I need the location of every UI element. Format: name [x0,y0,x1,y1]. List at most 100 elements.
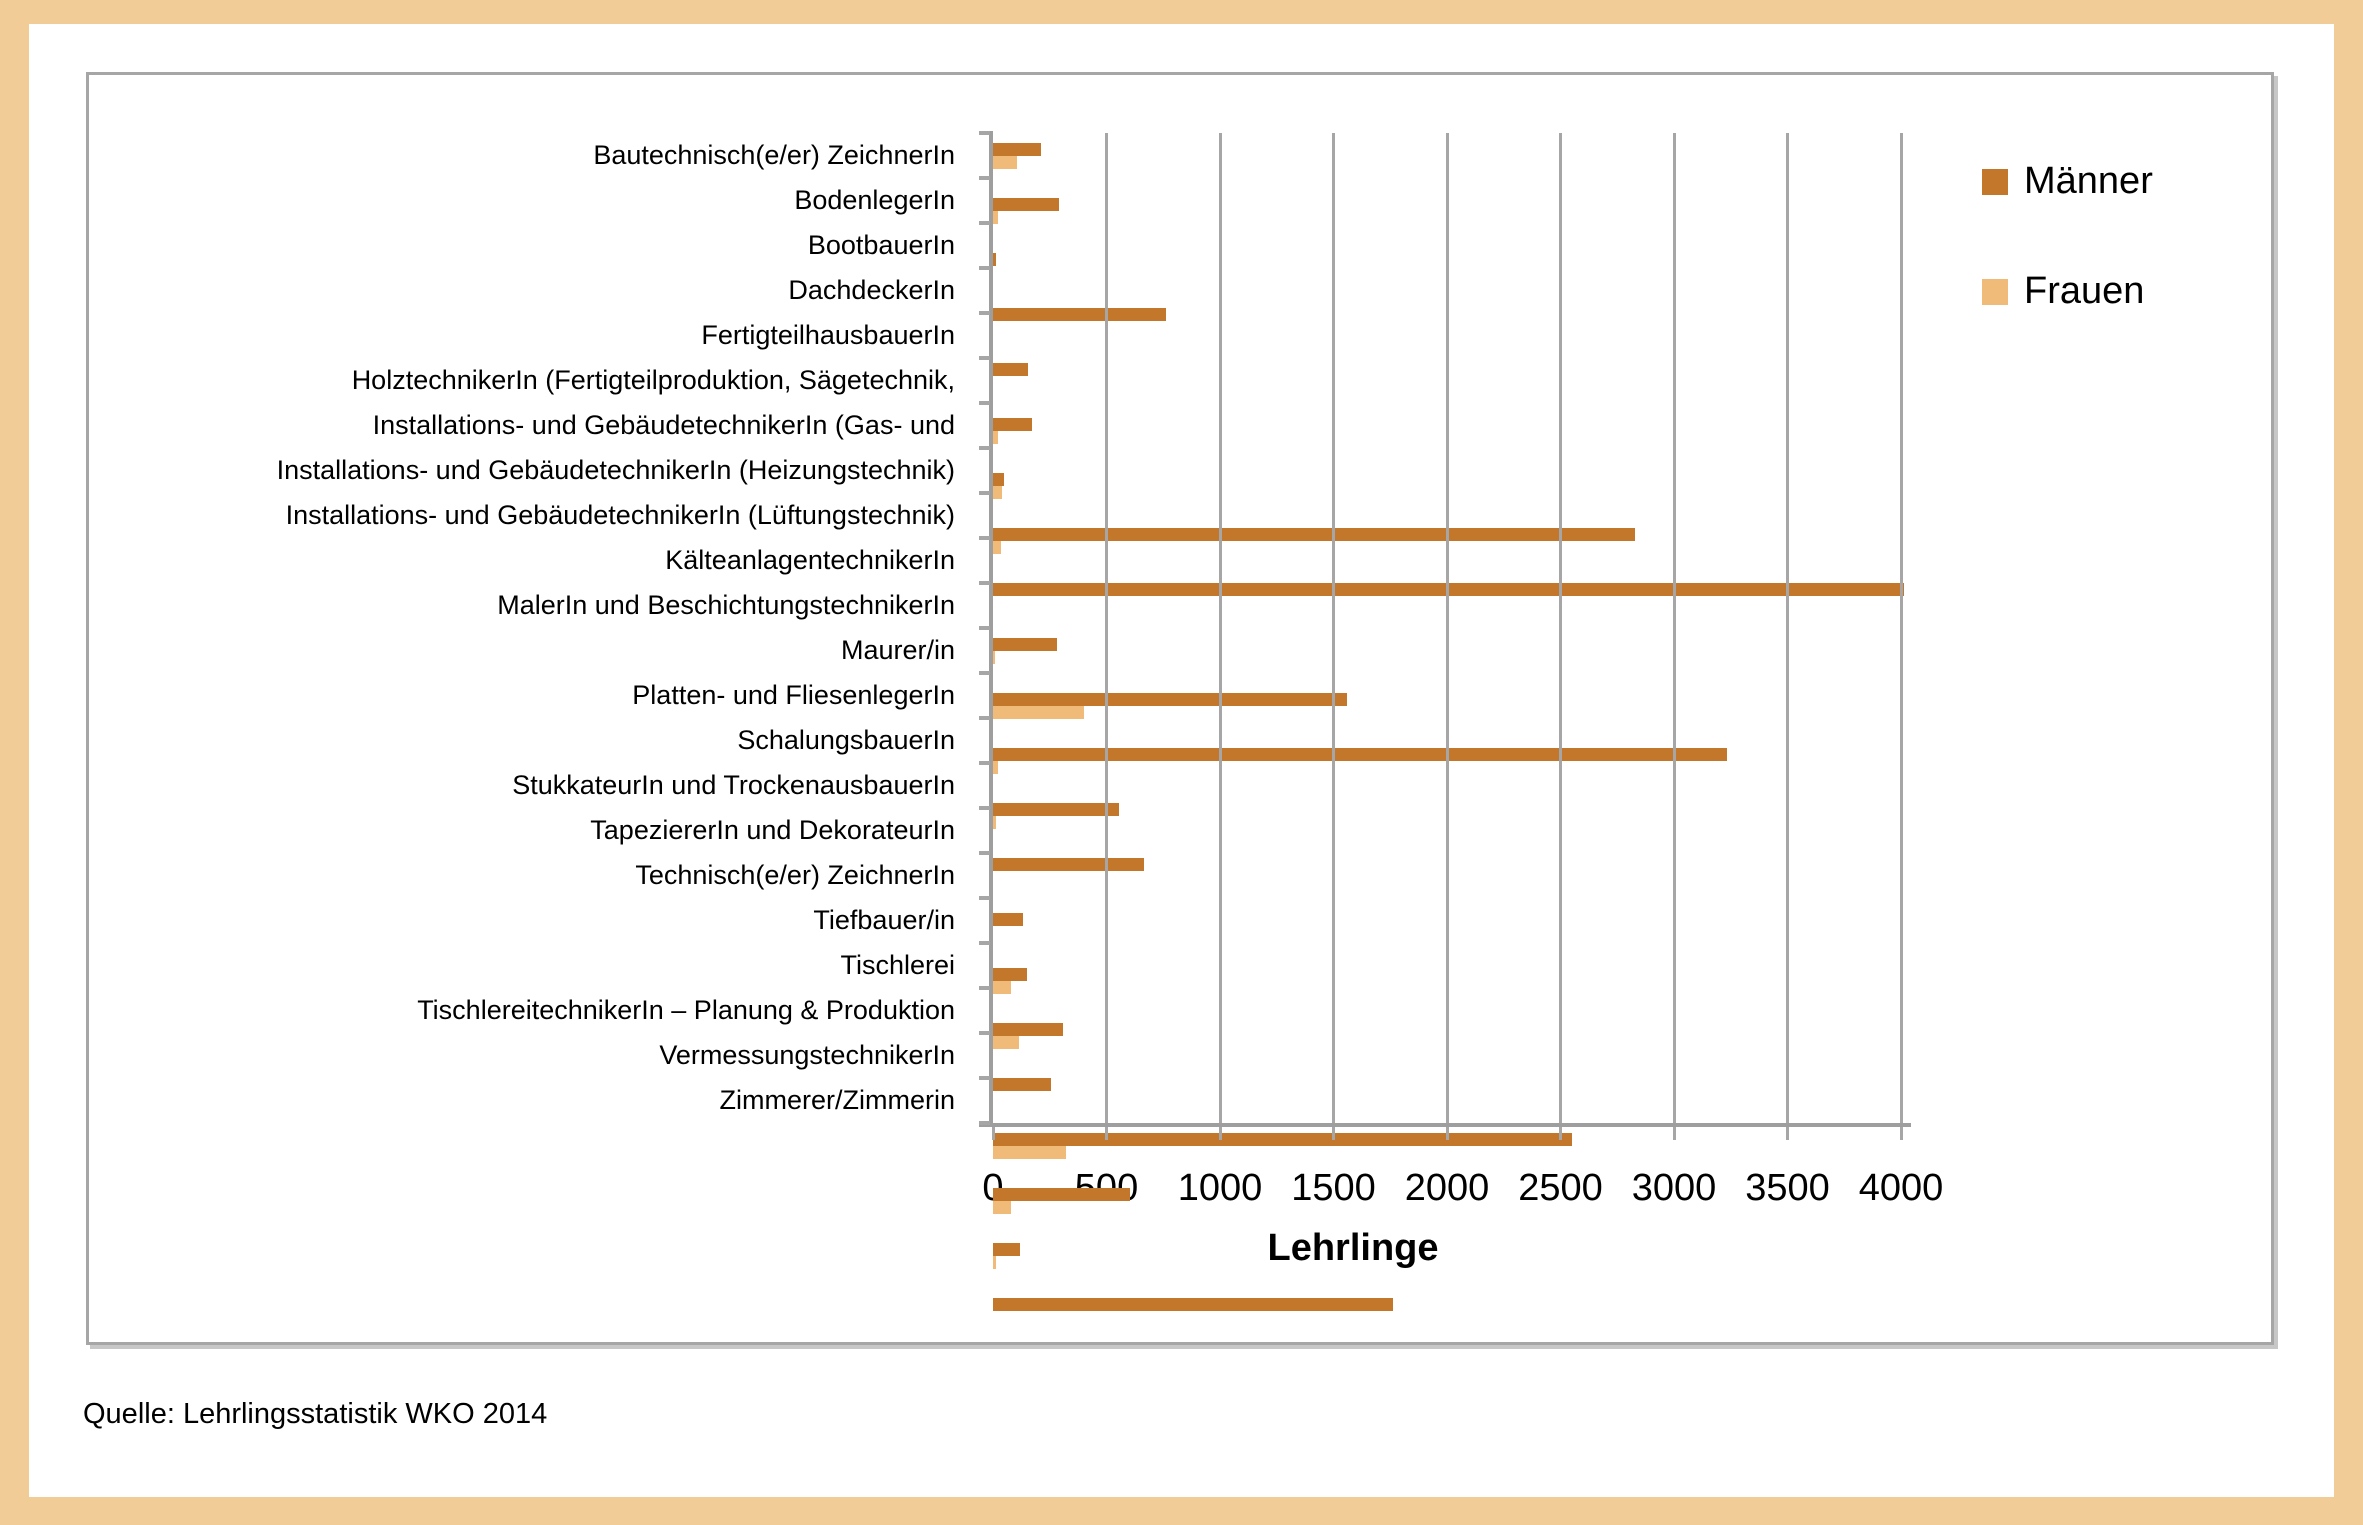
gridline [1559,133,1562,1123]
bar-frauen [993,1036,1020,1049]
category-label: Bautechnisch(e/er) ZeichnerIn [593,140,955,170]
bar-maenner [993,693,1348,706]
category-row [993,1133,1901,1178]
category-row [993,253,1901,298]
y-axis-tick [979,311,990,315]
bar-frauen [993,1201,1012,1214]
legend-item-frauen: Frauen [1982,270,2144,313]
bar-maenner [993,308,1166,321]
bar-frauen [993,761,998,774]
y-axis-tick [979,761,990,765]
category-label: BootbauerIn [807,230,955,260]
bar-maenner [993,363,1029,376]
chart-panel: Bautechnisch(e/er) ZeichnerIn BodenlegerI… [29,24,2334,1497]
category-label: Installations- und GebäudetechnikerIn (H… [276,455,955,485]
bar-maenner [993,913,1023,926]
category-label: DachdeckerIn [788,275,955,305]
category-row [993,473,1901,518]
category-label: BodenlegerIn [794,185,955,215]
y-axis-line [989,131,993,1127]
y-axis-tick [979,581,990,585]
bar-maenner [993,1188,1131,1201]
category-row [993,693,1901,738]
bar-maenner [993,143,1041,156]
category-label: Tischlerei [840,950,955,980]
bar-maenner [993,803,1119,816]
bar-maenner [993,583,1905,596]
y-axis-tick [979,131,990,135]
x-tick-label: 1000 [1177,1167,1263,1209]
plot-area [979,131,1911,1311]
bar-maenner [993,473,1005,486]
gridline [1218,133,1222,1123]
x-tick-label: 4000 [1858,1167,1944,1209]
category-label: Maurer/in [840,635,955,665]
category-row [993,913,1901,958]
category-row [993,1298,1901,1343]
category-row [993,308,1901,353]
category-label: Tiefbauer/in [813,905,955,935]
category-label: VermessungstechnikerIn [659,1040,955,1070]
y-axis-tick [979,806,990,810]
legend-swatch [1982,278,2008,305]
bar-frauen [993,706,1084,719]
source-note: Quelle: Lehrlingsstatistik WKO 2014 [83,1398,548,1430]
x-axis-tick [1332,1127,1335,1140]
category-label: Installations- und GebäudetechnikerIn (G… [372,410,955,440]
legend-label: Frauen [2024,270,2145,312]
y-axis-tick [979,491,990,495]
bar-maenner [993,858,1144,871]
category-row [993,528,1901,573]
bar-frauen [993,1256,997,1269]
bar-maenner [993,198,1059,211]
y-axis-tick [979,671,990,675]
bar-maenner [993,748,1728,761]
bar-frauen [993,211,998,224]
y-axis-tick [979,446,990,450]
x-axis-tick [1445,1127,1449,1140]
bar-frauen [993,1146,1066,1159]
x-axis-tick [991,1127,995,1140]
y-axis-tick [979,536,990,540]
bar-frauen [993,156,1017,169]
gridline [1105,133,1108,1123]
category-label: Installations- und GebäudetechnikerIn (L… [285,500,955,530]
bar-maenner [993,1078,1051,1091]
bar-maenner [993,528,1636,541]
category-label: TischlereitechnikerIn – Planung & Produk… [417,995,955,1025]
category-label: SchalungsbauerIn [737,725,955,755]
bar-maenner [993,1243,1021,1256]
bar-frauen [993,431,998,444]
category-row [993,1023,1901,1068]
x-tick-label: 2500 [1518,1167,1603,1209]
y-axis-tick [979,356,990,360]
y-axis-tick [979,896,990,900]
bar-maenner [993,638,1057,651]
bar-frauen [993,981,1012,994]
category-row [993,363,1901,408]
category-row [993,638,1901,683]
category-label: Platten- und FliesenlegerIn [632,680,955,710]
x-axis-tick [1218,1127,1222,1140]
category-label: StukkateurIn und TrockenausbauerIn [512,770,955,800]
category-label: FertigteilhausbauerIn [701,320,955,350]
x-tick-label: 3000 [1631,1167,1717,1209]
category-label: Technisch(e/er) ZeichnerIn [635,860,955,890]
y-axis-tick [979,986,990,990]
bar-maenner [993,1023,1064,1036]
category-label: HolztechnikerIn (Fertigteilproduktion, S… [351,365,955,395]
x-axis-line [979,1123,1911,1127]
legend: Männer Frauen [1982,160,2262,410]
bar-rows [993,133,1905,1311]
category-row [993,1188,1901,1233]
x-axis-tick [1559,1127,1562,1140]
bar-maenner [993,253,997,266]
legend-item-mnner: Männer [1982,160,2153,203]
bar-maenner [993,968,1028,981]
x-axis-tick [1672,1127,1676,1140]
x-axis-title: Lehrlinge [1267,1227,1439,1269]
y-axis-tick [979,1076,990,1080]
category-row [993,1243,1901,1288]
x-axis-tick [1899,1127,1903,1140]
y-axis-tick [979,176,990,180]
